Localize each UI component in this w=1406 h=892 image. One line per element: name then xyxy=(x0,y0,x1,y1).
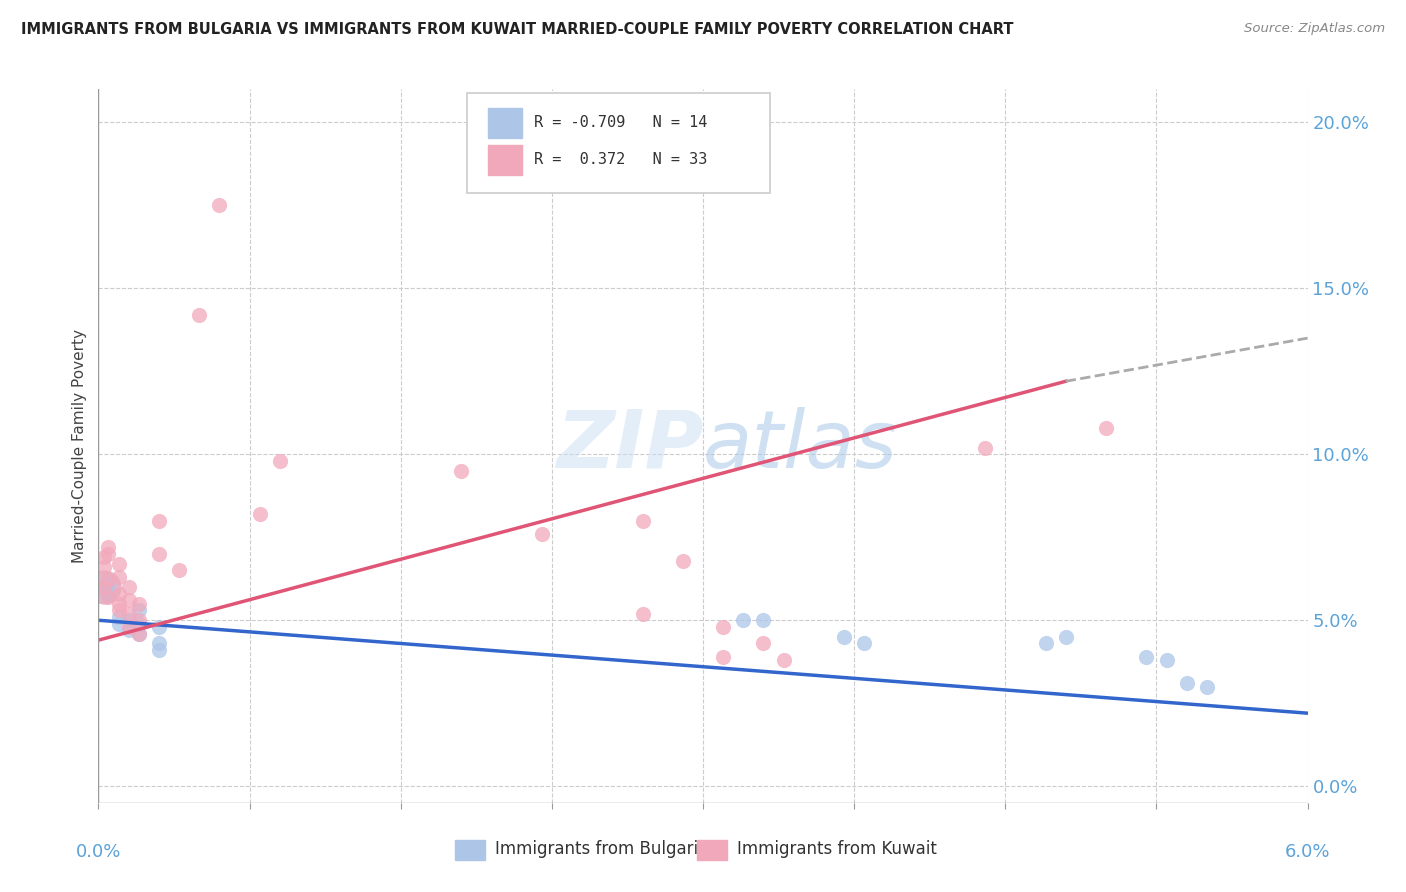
Point xyxy=(148,636,170,650)
Point xyxy=(107,610,129,624)
Point xyxy=(128,626,150,640)
Point xyxy=(1156,653,1178,667)
Bar xyxy=(488,145,522,175)
FancyBboxPatch shape xyxy=(467,93,769,193)
Text: R =  0.372   N = 33: R = 0.372 N = 33 xyxy=(534,153,707,168)
Point xyxy=(1195,680,1218,694)
Point xyxy=(772,653,794,667)
Point xyxy=(107,570,129,584)
Point xyxy=(167,564,190,578)
Point xyxy=(530,527,553,541)
Point xyxy=(853,636,876,650)
Point xyxy=(93,550,115,565)
Bar xyxy=(697,840,727,860)
Point xyxy=(752,636,775,650)
Point xyxy=(107,603,129,617)
Text: Immigrants from Kuwait: Immigrants from Kuwait xyxy=(737,840,936,858)
Point xyxy=(1175,676,1198,690)
Text: Immigrants from Bulgaria: Immigrants from Bulgaria xyxy=(495,840,709,858)
Point xyxy=(97,590,120,604)
Point xyxy=(128,613,150,627)
Point xyxy=(1095,421,1118,435)
Point xyxy=(107,587,129,601)
Point xyxy=(97,547,120,561)
Point xyxy=(128,616,150,631)
Point xyxy=(249,507,271,521)
Point xyxy=(974,441,997,455)
Text: R = -0.709   N = 14: R = -0.709 N = 14 xyxy=(534,115,707,130)
Point xyxy=(1054,630,1077,644)
Point xyxy=(97,587,120,601)
Point xyxy=(107,597,129,611)
Point xyxy=(97,540,120,554)
Point xyxy=(118,593,141,607)
Point xyxy=(711,620,734,634)
Point xyxy=(118,624,141,638)
Bar xyxy=(456,840,485,860)
Bar xyxy=(488,108,522,137)
Text: 6.0%: 6.0% xyxy=(1285,843,1330,861)
Point xyxy=(1135,649,1157,664)
Point xyxy=(107,557,129,571)
Text: 0.0%: 0.0% xyxy=(76,843,121,861)
Point xyxy=(97,576,120,591)
Point xyxy=(711,649,734,664)
Point xyxy=(93,580,115,594)
Point xyxy=(118,607,141,621)
Point xyxy=(93,580,115,594)
Point xyxy=(1035,636,1057,650)
Point xyxy=(631,607,654,621)
Point xyxy=(269,454,291,468)
Point xyxy=(148,514,170,528)
Point xyxy=(118,620,141,634)
Point xyxy=(128,626,150,640)
Point xyxy=(148,620,170,634)
Point xyxy=(752,613,775,627)
Point xyxy=(97,574,120,588)
Point xyxy=(128,597,150,611)
Point xyxy=(107,616,129,631)
Point xyxy=(832,630,855,644)
Text: atlas: atlas xyxy=(703,407,898,485)
Point xyxy=(148,547,170,561)
Point xyxy=(672,553,695,567)
Point xyxy=(208,198,231,212)
Point xyxy=(118,613,141,627)
Point xyxy=(733,613,755,627)
Point xyxy=(118,580,141,594)
Point xyxy=(148,643,170,657)
Point xyxy=(631,514,654,528)
Point xyxy=(188,308,211,322)
Point xyxy=(93,580,115,594)
Point xyxy=(93,560,115,574)
Y-axis label: Married-Couple Family Poverty: Married-Couple Family Poverty xyxy=(72,329,87,563)
Text: IMMIGRANTS FROM BULGARIA VS IMMIGRANTS FROM KUWAIT MARRIED-COUPLE FAMILY POVERTY: IMMIGRANTS FROM BULGARIA VS IMMIGRANTS F… xyxy=(21,22,1014,37)
Text: Source: ZipAtlas.com: Source: ZipAtlas.com xyxy=(1244,22,1385,36)
Text: ZIP: ZIP xyxy=(555,407,703,485)
Point xyxy=(450,464,472,478)
Point xyxy=(128,603,150,617)
